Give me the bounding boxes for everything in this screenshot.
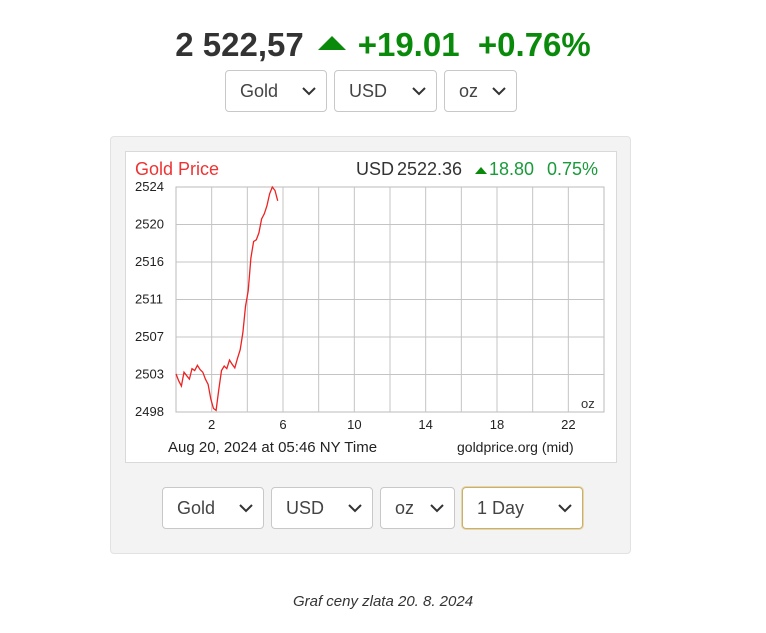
chart-unit-select-value: oz: [395, 498, 415, 518]
triangle-up-icon: [317, 36, 346, 51]
chart-currency-select-value: USD: [286, 498, 325, 518]
chart-source: goldprice.org (mid): [457, 439, 574, 455]
chevron-down-icon: [412, 71, 426, 111]
price-change-percent: +0.76%: [477, 26, 591, 63]
currency-select-value: USD: [349, 81, 388, 101]
unit-select[interactable]: oz: [444, 70, 517, 112]
y-tick-label: 2524: [135, 179, 164, 194]
chart-change-percent: 0.75%: [547, 159, 598, 179]
chart-unit-select[interactable]: oz: [380, 487, 455, 529]
current-price: 2 522,57: [175, 26, 304, 63]
unit-label: oz: [581, 396, 595, 411]
x-tick-label: 14: [418, 417, 432, 432]
chevron-down-icon: [558, 488, 572, 528]
y-tick-label: 2507: [135, 329, 164, 344]
y-tick-label: 2498: [135, 404, 164, 419]
x-tick-label: 6: [279, 417, 286, 432]
chart-container: Gold Price USD 2522.36 18.80 0.75% 2524 2…: [125, 151, 617, 463]
gold-price-chart: Gold Price USD 2522.36 18.80 0.75% 25242…: [135, 159, 605, 456]
time-range-select-value: 1 Day: [477, 498, 525, 518]
chart-title: Gold Price: [135, 159, 219, 179]
price-headline: 2 522,57 +19.01 +0.76%: [0, 26, 766, 64]
chevron-down-icon: [239, 488, 253, 528]
chart-metal-select-value: Gold: [177, 498, 216, 518]
chart-timestamp: Aug 20, 2024 at 05:46 NY Time: [168, 439, 377, 456]
x-axis-ticks: 2 6 10 14 18 22: [208, 417, 576, 432]
chevron-down-icon: [492, 71, 506, 111]
y-axis-ticks: 2524 2520 2516 2511 2507 2503 2498: [135, 179, 164, 419]
triangle-up-icon: [475, 167, 487, 174]
chart-change: 18.80: [489, 159, 534, 179]
gold-price-line: [175, 185, 279, 412]
chevron-down-icon: [348, 488, 362, 528]
x-tick-label: 18: [490, 417, 504, 432]
x-tick-label: 22: [561, 417, 575, 432]
currency-select[interactable]: USD: [334, 70, 437, 112]
chart-metal-select[interactable]: Gold: [162, 487, 264, 529]
chevron-down-icon: [302, 71, 316, 111]
x-tick-label: 10: [347, 417, 361, 432]
metal-select[interactable]: Gold: [225, 70, 327, 112]
y-tick-label: 2516: [135, 254, 164, 269]
metal-select-value: Gold: [240, 81, 279, 101]
chart-currency-select[interactable]: USD: [271, 487, 373, 529]
y-tick-label: 2520: [135, 217, 164, 232]
time-range-select[interactable]: 1 Day: [462, 487, 583, 529]
x-tick-label: 2: [208, 417, 215, 432]
chart-grid: [175, 186, 605, 413]
price-change: +19.01: [357, 26, 460, 63]
y-tick-label: 2503: [135, 367, 164, 382]
chart-caption: Graf ceny zlata 20. 8. 2024: [292, 593, 474, 610]
chart-currency: USD: [356, 159, 394, 179]
y-tick-label: 2511: [135, 292, 163, 307]
chart-price: 2522.36: [397, 159, 462, 179]
chevron-down-icon: [430, 488, 444, 528]
unit-select-value: oz: [459, 81, 479, 101]
